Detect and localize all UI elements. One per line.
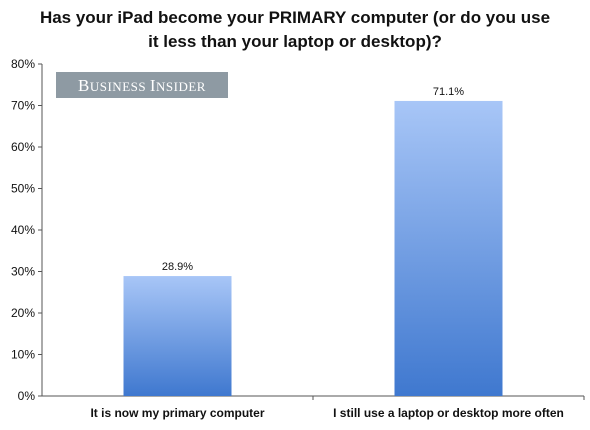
y-tick-label: 50% (11, 182, 35, 196)
chart-title: Has your iPad become your PRIMARY comput… (0, 6, 590, 54)
business-insider-logo: BUSINESS INSIDER (56, 72, 228, 98)
y-tick-label: 0% (18, 389, 36, 403)
bar (123, 276, 232, 396)
bar-value-label: 28.9% (162, 261, 193, 273)
chart-title-line-2: it less than your laptop or desktop)? (148, 32, 442, 51)
y-tick-label: 10% (11, 348, 35, 362)
y-tick-label: 60% (11, 140, 35, 154)
chart-title-line-1: Has your iPad become your PRIMARY comput… (39, 8, 551, 27)
x-tick-label: It is now my primary computer (90, 406, 264, 420)
y-tick-label: 40% (11, 223, 35, 237)
x-tick-label: I still use a laptop or desktop more oft… (333, 406, 564, 420)
y-tick-label: 80% (11, 57, 35, 71)
bar (394, 100, 503, 396)
y-tick-label: 30% (11, 265, 35, 279)
y-tick-label: 70% (11, 99, 35, 113)
y-tick-label: 20% (11, 306, 35, 320)
bar-value-label: 71.1% (433, 86, 464, 98)
business-insider-logo-text: BUSINESS INSIDER (78, 76, 206, 95)
